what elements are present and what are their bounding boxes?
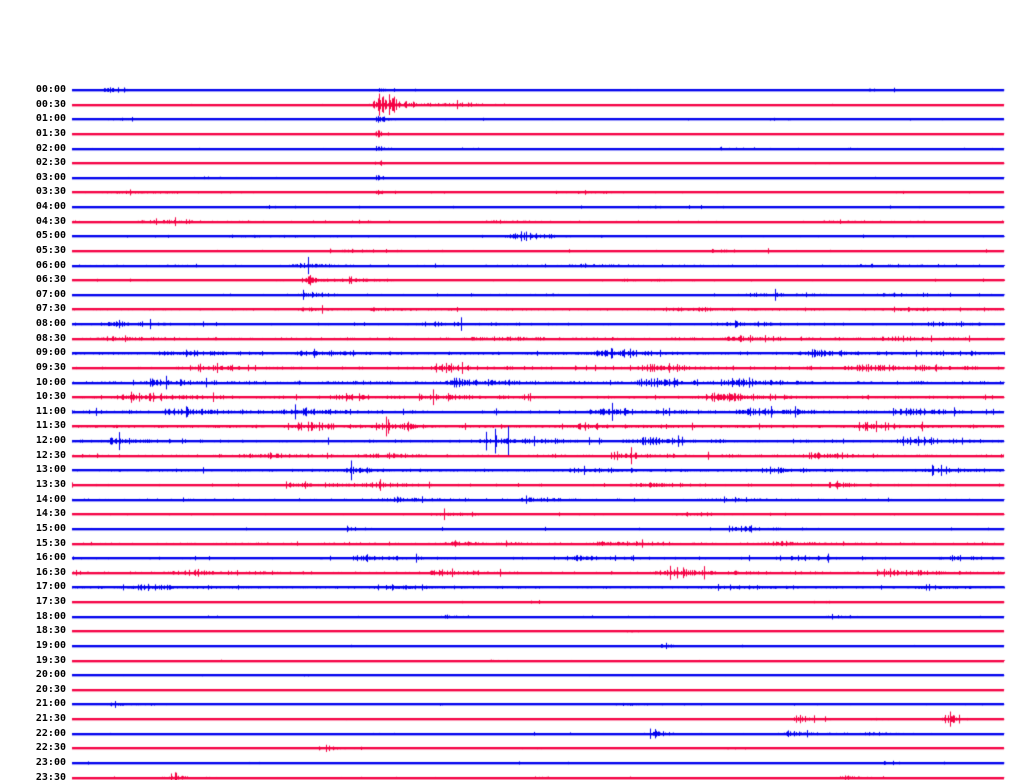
time-axis: 00:00 00:30 01:00 01:30 02:00 02:30 03:00 03:30…	[0, 0, 70, 783]
time-label: 02:30	[35, 157, 66, 169]
time-label: 20:30	[35, 683, 66, 695]
time-label: 08:30	[35, 332, 66, 344]
time-label: 05:30	[35, 244, 66, 256]
time-label: 17:00	[35, 581, 66, 593]
time-label: 05:00	[35, 230, 66, 242]
time-label: 16:00	[35, 552, 66, 564]
time-label: 03:30	[35, 186, 66, 198]
time-label: 13:00	[35, 464, 66, 476]
time-label: 14:00	[35, 493, 66, 505]
time-label: 09:00	[35, 347, 66, 359]
time-label: 07:30	[35, 303, 66, 315]
time-label: 23:30	[35, 771, 66, 783]
time-label: 12:00	[35, 435, 66, 447]
time-label: 06:00	[35, 259, 66, 271]
time-label: 10:00	[35, 376, 66, 388]
time-label: 11:30	[35, 420, 66, 432]
time-label: 19:00	[35, 639, 66, 651]
time-label: 01:30	[35, 127, 66, 139]
time-label: 21:00	[35, 698, 66, 710]
time-label: 14:30	[35, 508, 66, 520]
time-label: 09:30	[35, 361, 66, 373]
time-label: 04:00	[35, 201, 66, 213]
time-label: 20:00	[35, 669, 66, 681]
time-label: 11:00	[35, 405, 66, 417]
time-label: 17:30	[35, 596, 66, 608]
time-label: 22:00	[35, 727, 66, 739]
time-label: 13:30	[35, 479, 66, 490]
time-label: 01:00	[35, 113, 66, 125]
time-label: 10:30	[35, 391, 66, 403]
time-label: 00:00	[35, 84, 66, 95]
time-label: 15:30	[35, 537, 66, 549]
time-label: 19:30	[35, 654, 66, 666]
time-label: 04:30	[35, 215, 66, 227]
time-label: 03:00	[35, 171, 66, 183]
time-label: 00:30	[35, 98, 66, 110]
time-label: 18:00	[35, 610, 66, 622]
time-label: 18:30	[35, 625, 66, 637]
time-label: 07:00	[35, 288, 66, 300]
time-label: 02:00	[35, 142, 66, 154]
time-label: 21:30	[35, 713, 66, 725]
time-label: 23:00	[35, 756, 66, 768]
time-label: 22:30	[35, 742, 66, 754]
time-label: 06:30	[35, 274, 66, 286]
time-label: 15:00	[35, 522, 66, 534]
time-label: 16:30	[35, 566, 66, 578]
time-label: 12:30	[35, 449, 66, 461]
time-label: 08:00	[35, 318, 66, 330]
